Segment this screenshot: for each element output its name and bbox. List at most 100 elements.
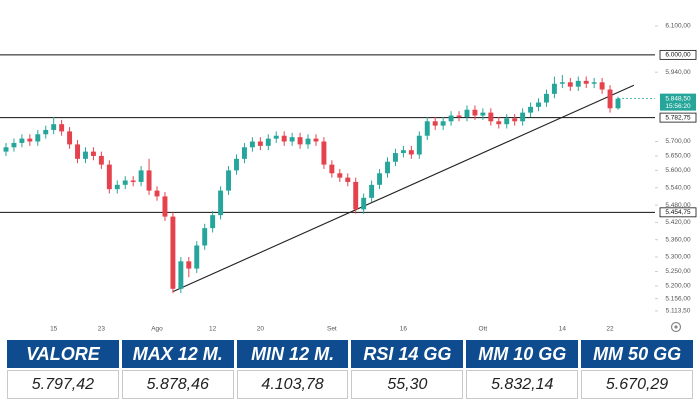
candle-body bbox=[504, 118, 510, 125]
stats-table: VALORE MAX 12 M. MIN 12 M. RSI 14 GG MM 10 G… bbox=[4, 338, 696, 401]
x-tick-label: 20 bbox=[257, 326, 265, 333]
candle-body bbox=[35, 134, 41, 142]
candle-body bbox=[218, 190, 224, 216]
y-tick-label: 5.300,00 bbox=[665, 254, 691, 261]
candle-body bbox=[27, 138, 33, 142]
candle-body bbox=[186, 261, 192, 269]
level-label: 5.782,75 bbox=[665, 114, 691, 121]
y-tick-label: 5.480,00 bbox=[665, 202, 691, 209]
candle-body bbox=[138, 170, 144, 182]
candle-body bbox=[528, 106, 534, 113]
candle-body bbox=[98, 155, 104, 165]
candle-body bbox=[345, 177, 351, 182]
header-cell: MIN 12 M. bbox=[236, 340, 349, 368]
candle-body bbox=[194, 245, 200, 269]
candle-body bbox=[83, 151, 88, 159]
y-tick-label: 5.420,00 bbox=[665, 219, 691, 226]
x-tick-label: 12 bbox=[209, 326, 217, 333]
candle-body bbox=[559, 82, 565, 84]
trendline bbox=[172, 84, 635, 293]
value-cell: 5.832,14 bbox=[466, 370, 579, 399]
candle-body bbox=[281, 135, 287, 142]
candle-body bbox=[480, 112, 486, 116]
candle-body bbox=[75, 144, 80, 159]
candle-body bbox=[3, 147, 9, 152]
candle-body bbox=[385, 161, 390, 174]
candle-body bbox=[249, 141, 255, 148]
y-tick-label: 5.700,00 bbox=[665, 138, 691, 145]
header-row: VALORE MAX 12 M. MIN 12 M. RSI 14 GG MM 10 G… bbox=[7, 340, 693, 368]
gear-center bbox=[674, 325, 678, 329]
candle-body bbox=[210, 215, 216, 229]
value-cell: 5.670,29 bbox=[581, 370, 693, 399]
candle-body bbox=[496, 121, 502, 125]
candle-body bbox=[361, 197, 367, 210]
value-cell: 4.103,78 bbox=[236, 370, 349, 399]
candle-body bbox=[615, 98, 621, 109]
candle-body bbox=[424, 121, 430, 136]
candle-body bbox=[599, 82, 605, 90]
candle-body bbox=[202, 228, 208, 246]
candle-body bbox=[11, 142, 17, 148]
y-tick-label: 5.650,00 bbox=[665, 153, 691, 160]
x-tick-label: Ago bbox=[151, 326, 163, 333]
candle-body bbox=[520, 112, 526, 122]
candle-body bbox=[337, 173, 343, 178]
settings-icon[interactable] bbox=[670, 321, 682, 333]
y-tick-label: 5.540,00 bbox=[665, 184, 691, 191]
value-cell: 55,30 bbox=[351, 370, 464, 399]
current-price-box bbox=[660, 93, 696, 111]
y-tick-label: 5.600,00 bbox=[665, 167, 691, 174]
candle-body bbox=[488, 112, 494, 122]
candle-body bbox=[512, 118, 518, 122]
candle-body bbox=[154, 190, 160, 197]
candle-body bbox=[392, 153, 398, 162]
candle-body bbox=[329, 164, 335, 174]
current-price-label: 5.848,50 bbox=[665, 95, 691, 102]
header-cell: MM 10 GG bbox=[466, 340, 579, 368]
current-price-time: 15:56:20 bbox=[665, 103, 691, 110]
candle-body bbox=[178, 261, 184, 289]
candle-body bbox=[19, 138, 25, 143]
chart-background bbox=[0, 0, 700, 338]
y-tick-label: 5.360,00 bbox=[665, 236, 691, 243]
x-tick-label: Ott bbox=[479, 326, 488, 333]
x-tick-label: 14 bbox=[559, 326, 567, 333]
candle-body bbox=[90, 151, 96, 156]
candle-body bbox=[369, 184, 375, 198]
candle-body bbox=[265, 138, 271, 146]
candle-body bbox=[43, 129, 49, 135]
y-tick-label: 5.940,00 bbox=[665, 69, 691, 76]
x-tick-label: 23 bbox=[98, 326, 106, 333]
candle-body bbox=[321, 141, 327, 165]
candle-body bbox=[146, 170, 152, 191]
candle-body bbox=[353, 181, 359, 210]
candle-body bbox=[257, 141, 263, 146]
candle-body bbox=[273, 135, 279, 139]
candle-body bbox=[591, 82, 597, 84]
candle-body bbox=[59, 124, 65, 132]
y-tick-label: 5.156,00 bbox=[665, 295, 691, 302]
level-label: 6.000,00 bbox=[665, 52, 691, 59]
candle-body bbox=[170, 216, 176, 289]
header-cell: MM 50 GG bbox=[581, 340, 693, 368]
candle-body bbox=[130, 180, 136, 182]
candle-body bbox=[313, 138, 319, 142]
candle-body bbox=[551, 83, 557, 94]
candle-body bbox=[416, 135, 422, 155]
y-tick-label: 6.100,00 bbox=[665, 23, 691, 30]
candle-body bbox=[567, 82, 573, 87]
level-label-box bbox=[659, 112, 697, 123]
candle-body bbox=[440, 121, 446, 126]
chart: 6.100,00 5.940,00 5.700,00 5.650,00 5.600,00… bbox=[0, 0, 700, 338]
level-label-box bbox=[659, 207, 697, 218]
candle-body bbox=[536, 102, 541, 107]
candle-body bbox=[289, 137, 295, 142]
candle-body bbox=[400, 150, 406, 154]
header-cell: VALORE bbox=[7, 340, 119, 368]
candle-body bbox=[162, 196, 168, 217]
header-cell: RSI 14 GG bbox=[351, 340, 464, 368]
y-tick-label: 5.250,00 bbox=[665, 268, 691, 275]
candle-body bbox=[408, 150, 414, 155]
